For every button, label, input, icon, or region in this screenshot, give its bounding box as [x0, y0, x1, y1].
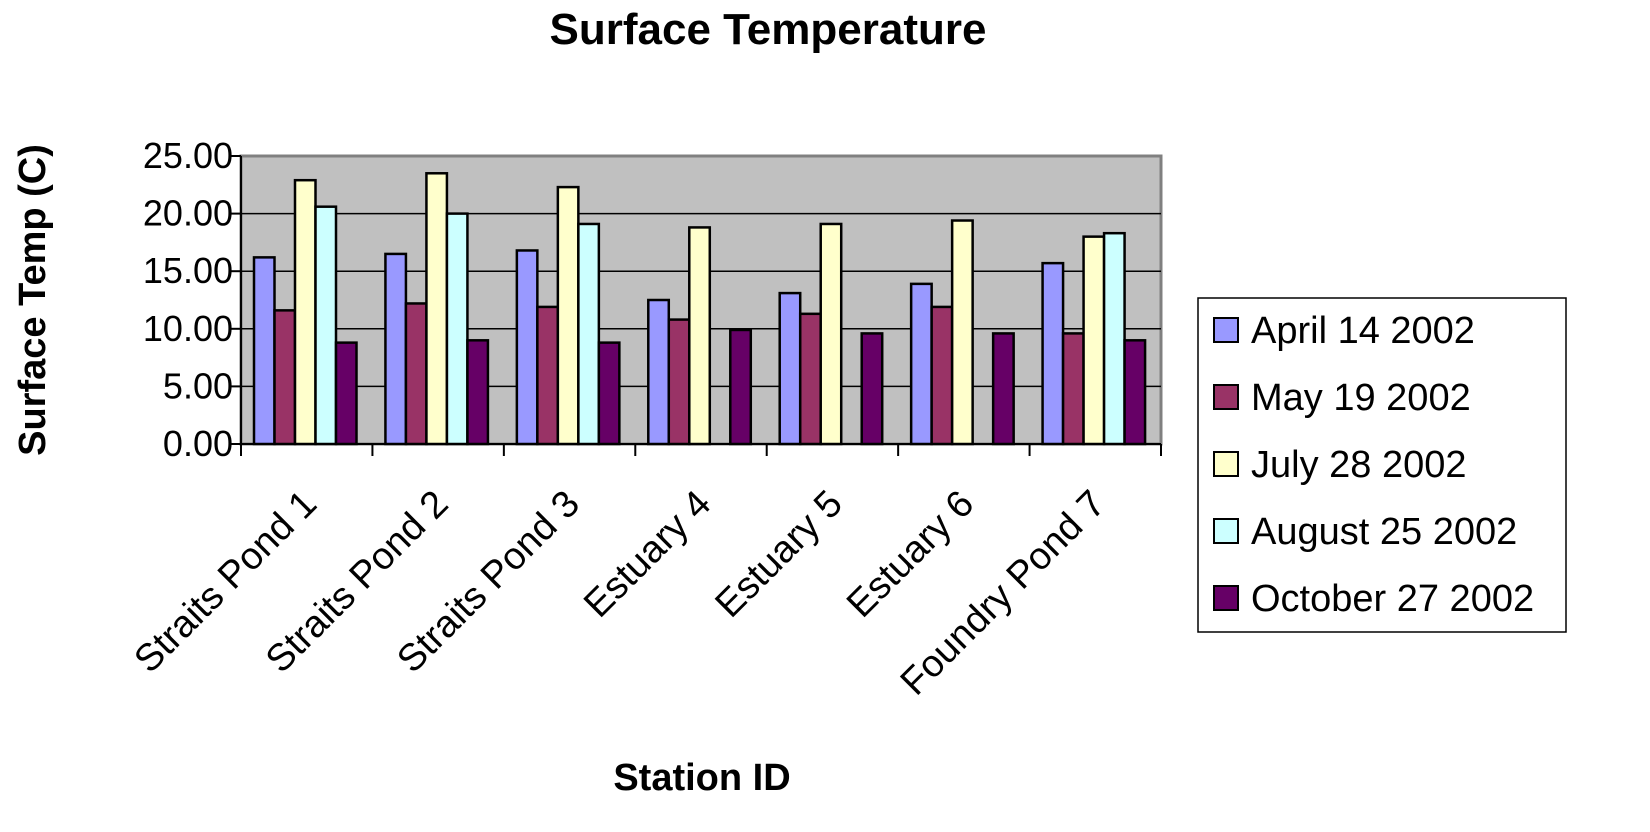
x-tick-label: Estuary 6 [839, 483, 982, 626]
y-axis-title: Surface Temp (C) [12, 144, 54, 456]
bar [1102, 231, 1126, 446]
y-tick-label: 25.00 [143, 135, 233, 176]
bar [688, 226, 712, 446]
legend-swatch [1213, 317, 1239, 343]
bar [1082, 235, 1106, 446]
bar [556, 185, 580, 446]
legend-box [1197, 297, 1567, 633]
legend-label: August 25 2002 [1251, 511, 1517, 553]
bar [819, 222, 843, 446]
bar [930, 305, 954, 446]
y-tick-label: 5.00 [163, 365, 233, 406]
y-tick-label: 0.00 [163, 423, 233, 464]
bar [252, 256, 276, 446]
bar [293, 178, 317, 446]
bar [950, 219, 974, 446]
bar [597, 341, 621, 446]
bar [384, 252, 408, 446]
bar [1123, 339, 1147, 446]
bar [334, 341, 358, 446]
legend-label: May 19 2002 [1251, 377, 1471, 419]
legend-swatch [1213, 451, 1239, 477]
bar [1061, 332, 1085, 446]
legend-swatch [1213, 518, 1239, 544]
bar [425, 172, 449, 446]
legend-swatch [1213, 384, 1239, 410]
legend: April 14 2002 May 19 2002 July 28 2002 Augu… [1197, 297, 1567, 633]
bar [466, 339, 490, 446]
bar [445, 212, 469, 446]
bar [798, 312, 822, 446]
x-axis-title: Station ID [613, 757, 790, 799]
x-tick-label: Estuary 5 [708, 483, 851, 626]
bar [667, 318, 691, 446]
y-tick-label: 10.00 [143, 308, 233, 349]
bar [536, 305, 560, 446]
y-tick-label: 20.00 [143, 193, 233, 234]
y-tick-label: 15.00 [143, 250, 233, 291]
bar [909, 282, 933, 446]
bar [647, 298, 671, 446]
chart-title: Surface Temperature [550, 5, 987, 54]
bar [860, 332, 884, 446]
bar [778, 291, 802, 446]
bar [729, 328, 753, 446]
legend-swatch [1213, 585, 1239, 611]
bar [314, 205, 338, 446]
bar [273, 309, 297, 446]
bar [404, 302, 428, 446]
legend-label: October 27 2002 [1251, 578, 1534, 620]
bar [1041, 261, 1065, 446]
legend-label: July 28 2002 [1251, 444, 1467, 486]
bar [991, 332, 1015, 446]
bar [577, 222, 601, 446]
x-tick-label: Estuary 4 [576, 483, 719, 626]
legend-label: April 14 2002 [1251, 310, 1475, 352]
bar [515, 249, 539, 446]
